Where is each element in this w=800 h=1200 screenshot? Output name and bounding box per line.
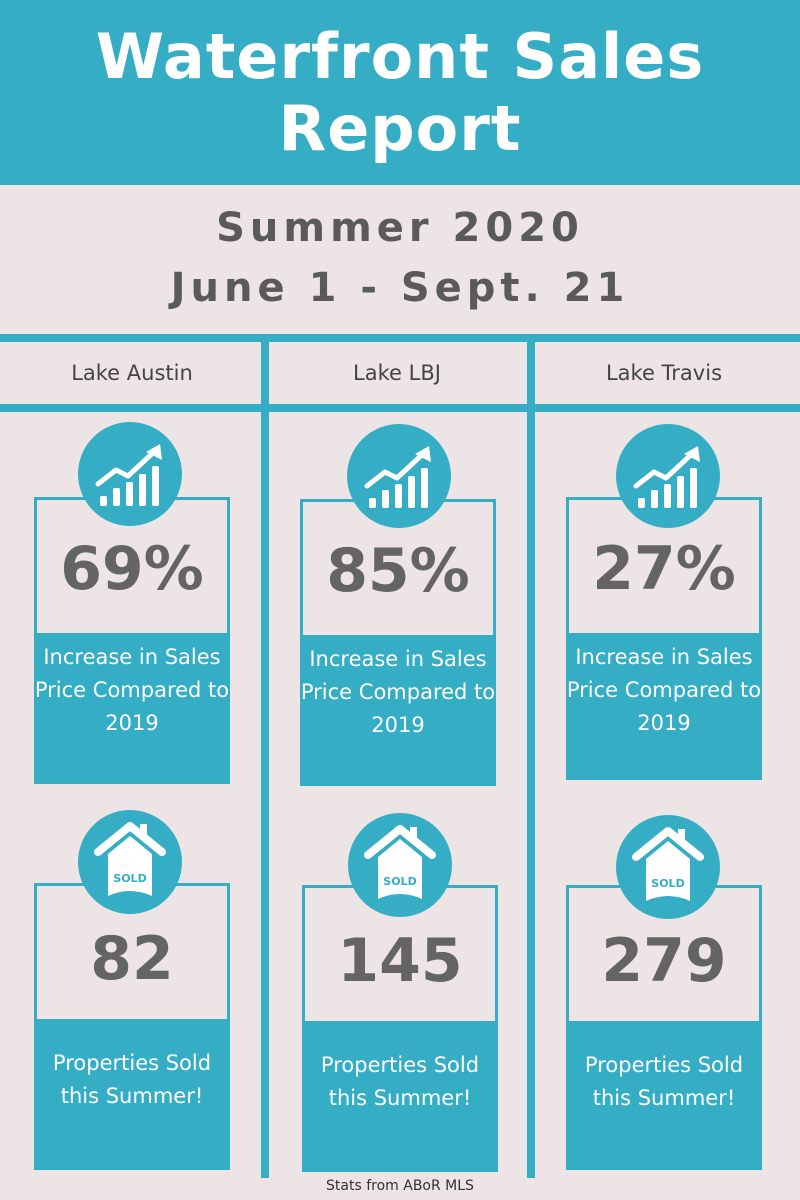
lake-name-travis: Lake Travis xyxy=(605,361,723,385)
price-caption-austin: Increase in Sales Price Compared to 2019 xyxy=(34,633,230,784)
column-divider-2 xyxy=(527,342,535,1178)
date-range: June 1 - Sept. 21 xyxy=(170,265,630,311)
price-caption-travis: Increase in Sales Price Compared to 2019 xyxy=(566,633,762,780)
sold-count-value: 279 xyxy=(601,926,727,996)
divider-header xyxy=(0,404,800,412)
chart-growth-icon xyxy=(347,424,451,528)
price-increase-value: 69% xyxy=(60,534,204,604)
house-sold-icon: SOLD xyxy=(348,813,452,917)
source-footnote: Stats from ABoR MLS xyxy=(326,1178,474,1194)
sold-stat-box-austin: 82 xyxy=(34,883,230,1033)
sold-count-value: 145 xyxy=(337,926,463,996)
house-sold-icon: SOLD xyxy=(78,810,182,914)
sold-badge-text: SOLD xyxy=(383,875,416,888)
lake-name-austin: Lake Austin xyxy=(71,361,193,385)
sold-stat-box-lbj: 145 xyxy=(302,885,498,1035)
price-increase-value: 85% xyxy=(326,536,470,606)
price-increase-value: 27% xyxy=(592,534,736,604)
sold-caption-austin: Properties Sold this Summer! xyxy=(34,1019,230,1170)
chart-growth-icon xyxy=(78,422,182,526)
sold-caption-travis: Properties Sold this Summer! xyxy=(566,1021,762,1170)
sold-badge-text: SOLD xyxy=(651,877,684,890)
price-caption-lbj: Increase in Sales Price Compared to 2019 xyxy=(300,635,496,786)
season-label: Summer 2020 xyxy=(216,205,584,251)
chart-growth-icon xyxy=(616,424,720,528)
title-line-1: Waterfront Sales xyxy=(95,20,705,93)
title-banner: Waterfront Sales Report xyxy=(0,0,800,185)
house-sold-icon: SOLD xyxy=(616,815,720,919)
sold-badge-text: SOLD xyxy=(113,872,146,885)
title-line-2: Report xyxy=(278,92,522,165)
sold-count-value: 82 xyxy=(90,924,174,994)
price-stat-box-lbj: 85% xyxy=(300,499,496,639)
lake-name-lbj: Lake LBJ xyxy=(353,361,441,385)
sold-caption-lbj: Properties Sold this Summer! xyxy=(302,1021,498,1172)
column-divider-1 xyxy=(261,342,269,1178)
divider-top xyxy=(0,334,800,342)
sold-stat-box-travis: 279 xyxy=(566,885,762,1035)
